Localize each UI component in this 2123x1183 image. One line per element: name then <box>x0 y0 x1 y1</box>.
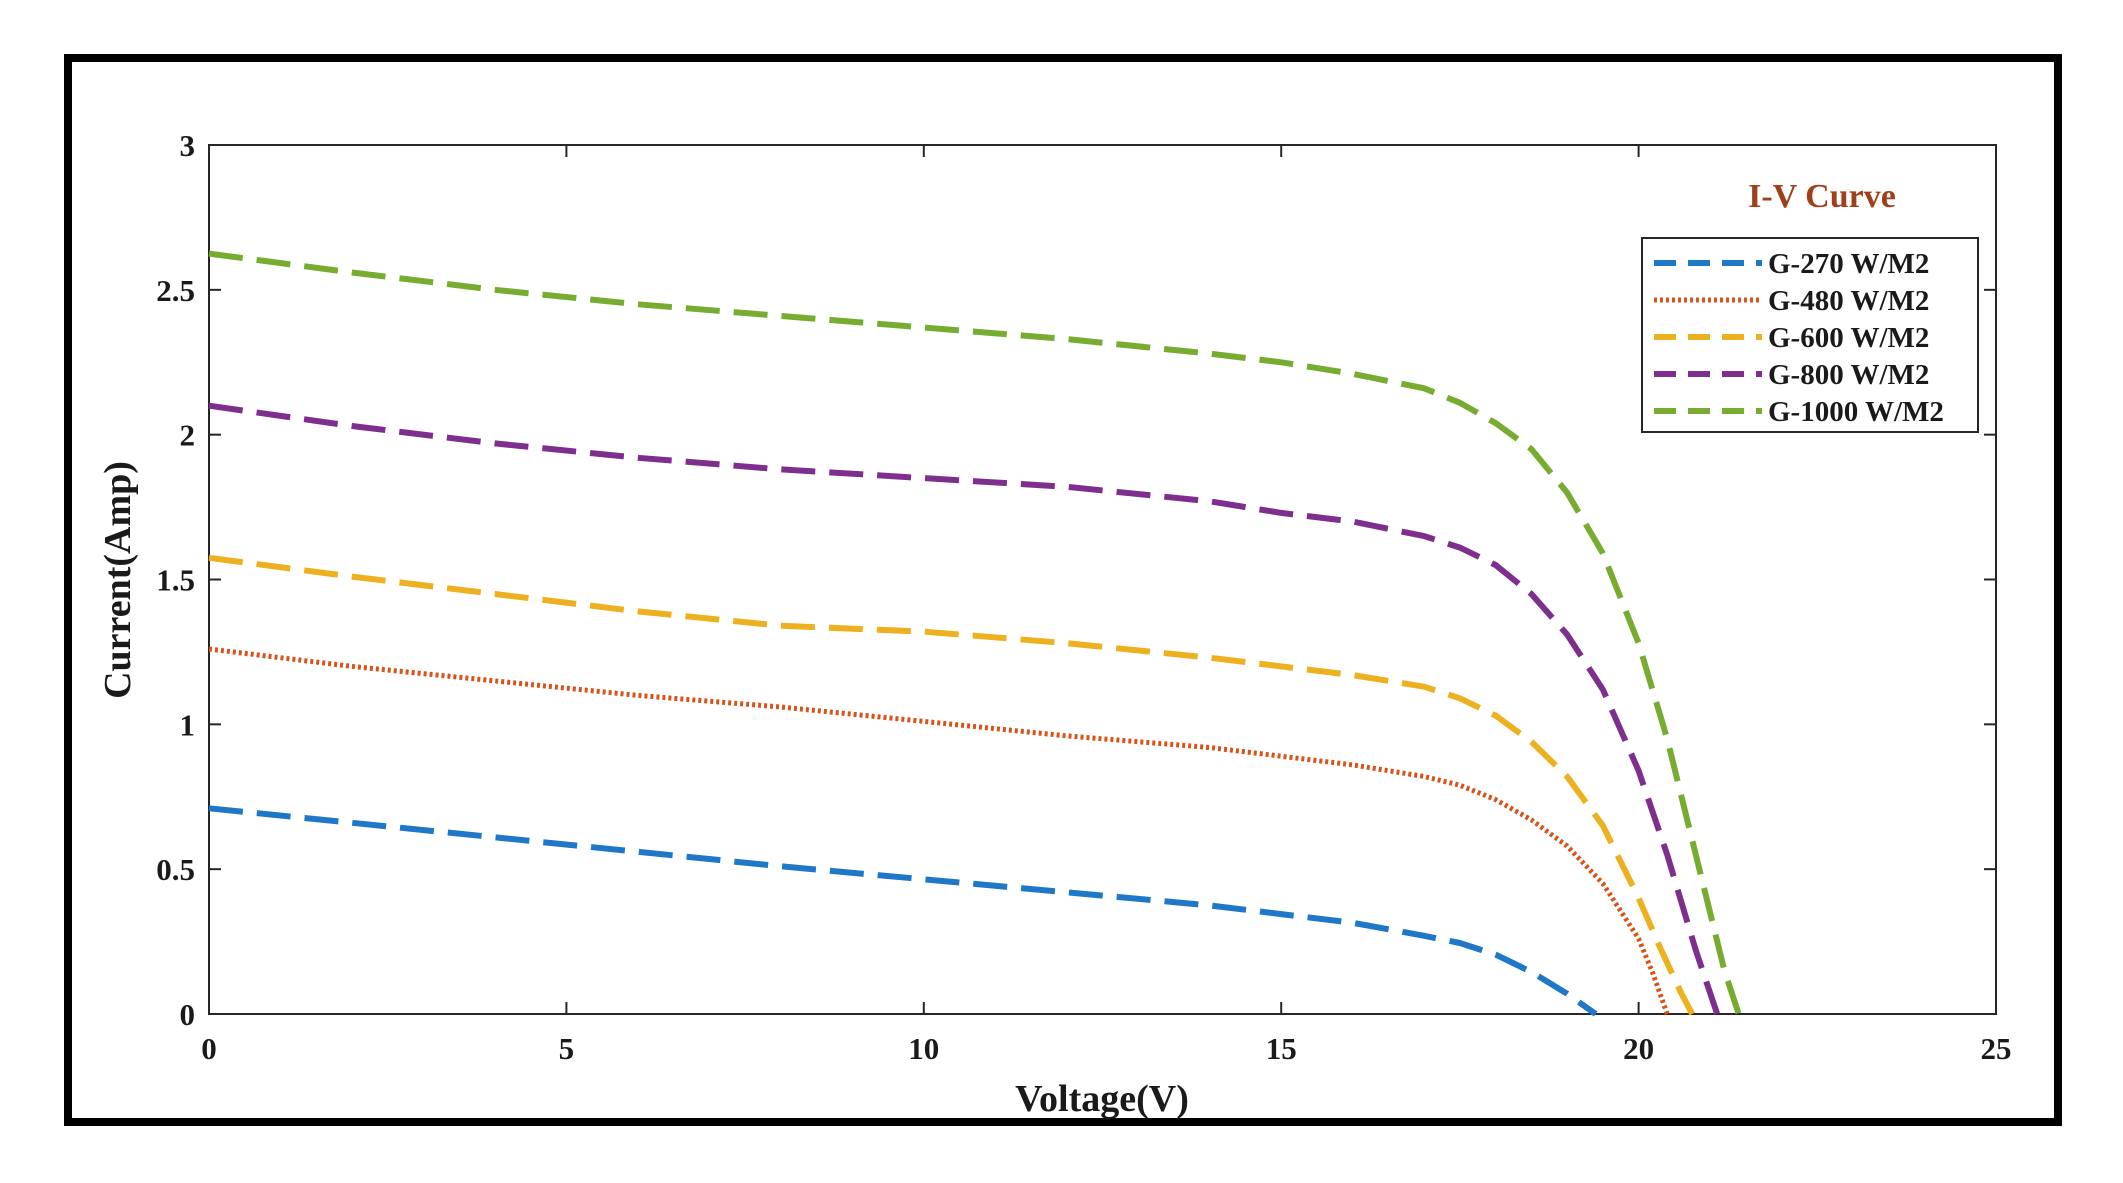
series-line-1 <box>208 805 1598 1017</box>
x-tick-label: 25 <box>1981 1031 2012 1066</box>
x-tick-label: 10 <box>908 1031 939 1066</box>
y-tick-label: 2 <box>180 418 196 453</box>
y-tick-label: 2.5 <box>156 273 195 308</box>
legend-label: G-270 W/M2 <box>1768 248 1929 280</box>
y-tick-label: 1.5 <box>156 563 195 598</box>
x-tick-label: 0 <box>201 1031 217 1066</box>
y-tick-label: 0.5 <box>156 852 195 887</box>
x-tick-label: 20 <box>1623 1031 1654 1066</box>
x-axis-title: Voltage(V) <box>1015 1078 1189 1120</box>
series-line-3 <box>208 554 1695 1016</box>
series-line-2 <box>208 646 1670 1015</box>
legend-label: G-480 W/M2 <box>1768 285 1929 317</box>
legend: G-270 W/M2 G-480 W/M2 G-600 W/M2 G-800 W/M2… <box>1641 237 1979 433</box>
x-tick-label: 5 <box>559 1031 575 1066</box>
y-tick-label: 1 <box>180 707 196 742</box>
y-axis-title: Current(Amp) <box>97 461 139 699</box>
plot-title: I-V Curve <box>1748 178 1896 215</box>
y-tick-label: 3 <box>180 128 196 163</box>
series-line-5 <box>208 250 1742 1015</box>
legend-label: G-800 W/M2 <box>1768 359 1929 391</box>
y-tick-label: 0 <box>180 997 196 1032</box>
x-tick-label: 15 <box>1266 1031 1297 1066</box>
legend-label: G-1000 W/M2 <box>1768 396 1944 428</box>
series-line-4 <box>208 402 1721 1015</box>
legend-label: G-600 W/M2 <box>1768 322 1929 354</box>
